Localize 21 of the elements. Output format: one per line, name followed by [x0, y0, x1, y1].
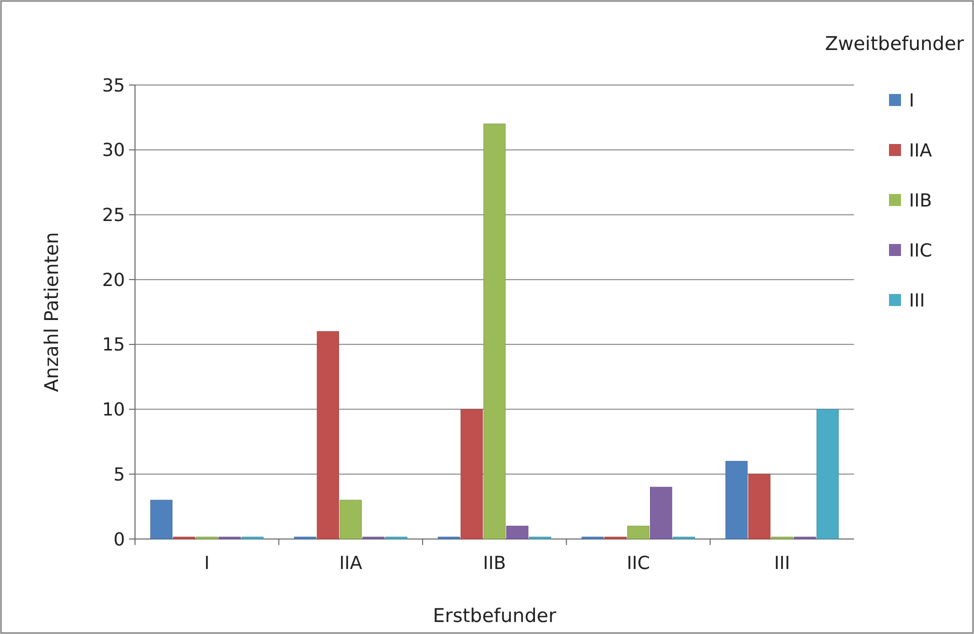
legend-label: IIB [909, 190, 932, 212]
y-tick-label: 30 [102, 140, 125, 162]
legend-label: III [909, 290, 925, 312]
legend-title: Zweitbefunder [824, 33, 964, 55]
y-tick-label: 10 [102, 400, 125, 421]
y-tick-label: 5 [114, 464, 125, 486]
y-tick-label: 25 [102, 205, 125, 226]
y-tick-label: 15 [102, 334, 125, 356]
x-tick-label: IIA [339, 553, 363, 574]
x-tick-label: IIC [626, 553, 650, 574]
x-tick-label: IIB [483, 553, 506, 574]
y-tick-label: 0 [114, 529, 125, 550]
legend-label: IIA [909, 140, 933, 162]
x-axis-title: Erstbefunder [432, 605, 556, 627]
y-tick-label: 20 [102, 270, 125, 291]
y-axis-title: Anzahl Patienten [41, 232, 63, 392]
legend-label: I [909, 90, 914, 112]
y-tick-label: 35 [102, 75, 125, 96]
x-tick-label: I [204, 553, 210, 574]
x-tick-label: III [774, 553, 790, 574]
legend-label: IIC [909, 240, 932, 262]
